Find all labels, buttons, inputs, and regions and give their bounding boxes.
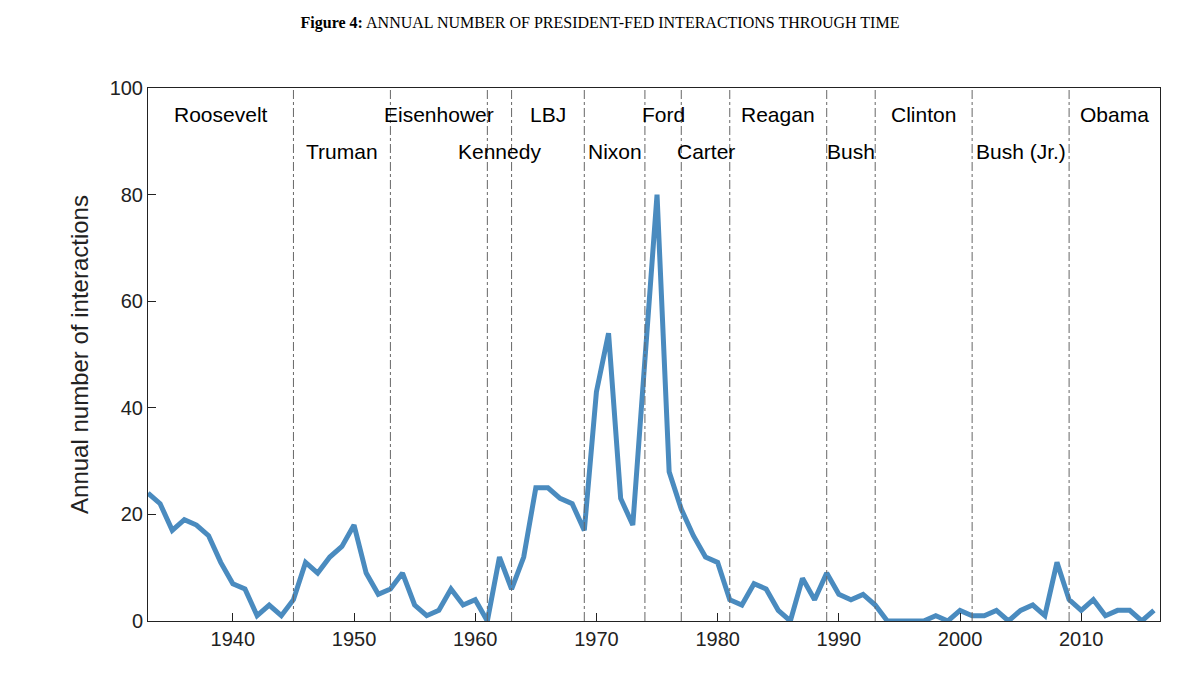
svg-text:Annual number of interactions: Annual number of interactions bbox=[66, 195, 93, 514]
svg-text:1940: 1940 bbox=[211, 628, 256, 650]
svg-text:40: 40 bbox=[121, 397, 143, 419]
svg-text:Bush: Bush bbox=[827, 140, 875, 163]
svg-text:60: 60 bbox=[121, 290, 143, 312]
svg-text:1990: 1990 bbox=[817, 628, 862, 650]
svg-text:Eisenhower: Eisenhower bbox=[384, 103, 494, 126]
svg-text:1960: 1960 bbox=[453, 628, 498, 650]
svg-text:Roosevelt: Roosevelt bbox=[174, 103, 268, 126]
svg-text:Kennedy: Kennedy bbox=[458, 140, 541, 163]
svg-text:Carter: Carter bbox=[677, 140, 735, 163]
svg-text:2000: 2000 bbox=[938, 628, 983, 650]
svg-text:100: 100 bbox=[110, 77, 143, 99]
svg-text:0: 0 bbox=[132, 610, 143, 632]
svg-text:Reagan: Reagan bbox=[741, 103, 815, 126]
svg-text:Clinton: Clinton bbox=[891, 103, 956, 126]
svg-text:2010: 2010 bbox=[1059, 628, 1104, 650]
svg-text:80: 80 bbox=[121, 184, 143, 206]
svg-text:1980: 1980 bbox=[695, 628, 740, 650]
svg-text:Truman: Truman bbox=[306, 140, 378, 163]
svg-text:Ford: Ford bbox=[642, 103, 685, 126]
svg-text:Obama: Obama bbox=[1080, 103, 1149, 126]
svg-text:1950: 1950 bbox=[332, 628, 377, 650]
svg-text:Figure 4: ANNUAL NUMBER OF PRE: Figure 4: ANNUAL NUMBER OF PRESIDENT-FED… bbox=[301, 14, 900, 32]
svg-text:Bush (Jr.): Bush (Jr.) bbox=[976, 140, 1066, 163]
svg-text:1970: 1970 bbox=[574, 628, 619, 650]
svg-text:20: 20 bbox=[121, 503, 143, 525]
svg-text:LBJ: LBJ bbox=[530, 103, 566, 126]
svg-text:Nixon: Nixon bbox=[588, 140, 642, 163]
